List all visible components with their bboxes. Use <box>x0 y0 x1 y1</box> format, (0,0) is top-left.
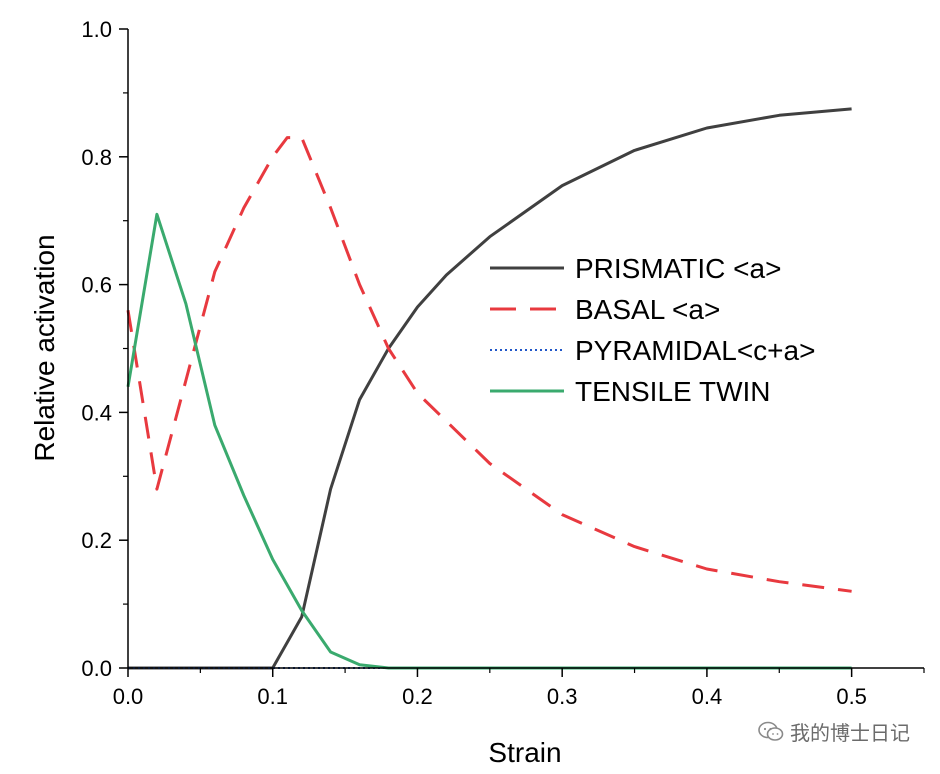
x-tick-label: 0.5 <box>836 684 867 709</box>
x-axis-title: Strain <box>488 737 561 768</box>
y-tick-label: 0.2 <box>81 528 112 553</box>
wechat-icon <box>758 721 784 743</box>
legend-label: BASAL <a> <box>575 294 720 325</box>
y-tick-label: 0.6 <box>81 273 112 298</box>
legend-label: PRISMATIC <a> <box>575 253 781 284</box>
x-axis-ticks: 0.0 0.1 0.2 0.3 0.4 0.5 <box>113 668 925 709</box>
y-tick-label: 0.4 <box>81 400 112 425</box>
legend-label: PYRAMIDAL<c+a> <box>575 335 815 366</box>
x-tick-label: 0.4 <box>692 684 723 709</box>
series-line-1 <box>126 136 852 593</box>
watermark: 我的博士日记 <box>758 717 910 746</box>
legend: PRISMATIC <a> BASAL <a> PYRAMIDAL<c+a> TENS… <box>490 253 815 407</box>
x-tick-label: 0.1 <box>257 684 288 709</box>
y-tick-label: 0.8 <box>81 145 112 170</box>
y-axis-ticks: 0.0 0.2 0.4 0.6 0.8 1.0 <box>81 17 128 681</box>
x-tick-label: 0.2 <box>402 684 433 709</box>
x-tick-label: 0.0 <box>113 684 144 709</box>
y-tick-label: 0.0 <box>81 656 112 681</box>
x-tick-label: 0.3 <box>547 684 578 709</box>
y-tick-label: 1.0 <box>81 17 112 42</box>
watermark-text: 我的博士日记 <box>790 721 910 745</box>
y-axis-title: Relative activation <box>29 234 60 461</box>
legend-label: TENSILE TWIN <box>575 376 771 407</box>
